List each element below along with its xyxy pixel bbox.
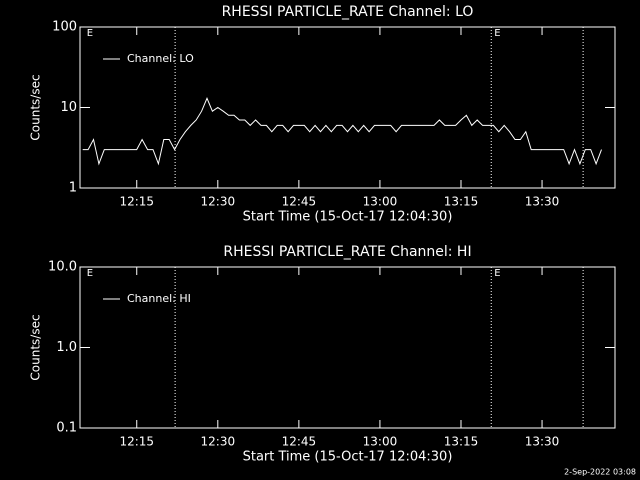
y-tick-label: 100 [52, 20, 77, 35]
x-axis-label: Start Time (15-Oct-17 12:04:30) [243, 210, 453, 225]
y-tick-label: 0.1 [56, 421, 77, 436]
y-tick-label: 10.0 [48, 260, 77, 275]
chart-title: RHESSI PARTICLE_RATE Channel: HI [223, 244, 471, 260]
legend-label: Channel: LO [127, 52, 194, 65]
marker-flag: E [87, 268, 93, 279]
x-tick-label: 12:15 [119, 435, 154, 449]
x-tick-label: 13:30 [525, 435, 560, 449]
x-tick-label: 13:15 [444, 435, 479, 449]
x-tick-label: 12:30 [201, 435, 236, 449]
legend-label: Channel: HI [127, 292, 191, 305]
x-tick-label: 12:45 [282, 435, 317, 449]
x-tick-label: 13:15 [444, 195, 479, 209]
marker-flag: E [494, 268, 500, 279]
x-tick-label: 12:45 [282, 195, 317, 209]
data-line [82, 97, 602, 166]
x-tick-label: 13:30 [525, 195, 560, 209]
x-tick-label: 13:00 [363, 195, 398, 209]
y-tick-label: 1.0 [56, 340, 77, 355]
y-axis-label: Counts/sec [29, 74, 43, 140]
x-tick-label: 13:00 [363, 435, 398, 449]
x-axis-label: Start Time (15-Oct-17 12:04:30) [243, 450, 453, 465]
y-tick-label: 1 [69, 181, 77, 196]
y-tick-label: 10 [60, 100, 77, 115]
chart-title: RHESSI PARTICLE_RATE Channel: LO [222, 4, 474, 20]
footer: 2-Sep-2022 03:08 [564, 468, 636, 477]
marker-flag: E [87, 28, 93, 39]
marker-flag: E [494, 28, 500, 39]
y-axis-label: Counts/sec [29, 314, 43, 380]
x-tick-label: 12:30 [201, 195, 236, 209]
x-tick-label: 12:15 [119, 195, 154, 209]
